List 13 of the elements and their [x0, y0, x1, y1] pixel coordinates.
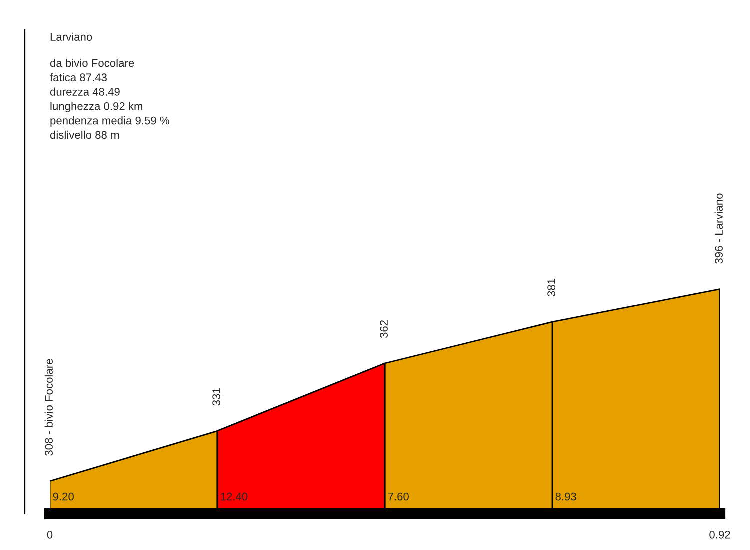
data-label: 331 [212, 388, 220, 406]
x-tick-label: 0 [47, 530, 53, 539]
x-tick-label: 0.92 [710, 530, 730, 539]
data-label: 381 [548, 279, 556, 297]
data-label: 396 - Larviano [714, 194, 723, 264]
annotation: 7.60 [388, 492, 409, 501]
annotation: 9.20 [53, 492, 74, 501]
data-label: 308 - bivio Focolare [44, 359, 53, 456]
annotation: 12.40 [221, 492, 248, 501]
data-label: 362 [380, 320, 388, 338]
text: da bivio Focolare fatica 87.43 durezza 48.49 lunghezza 0.92 km pendenza media 9.59 % dislivello 88 m [50, 59, 170, 140]
chart-title: Larviano [50, 32, 92, 41]
annotation: 8.93 [556, 492, 576, 501]
